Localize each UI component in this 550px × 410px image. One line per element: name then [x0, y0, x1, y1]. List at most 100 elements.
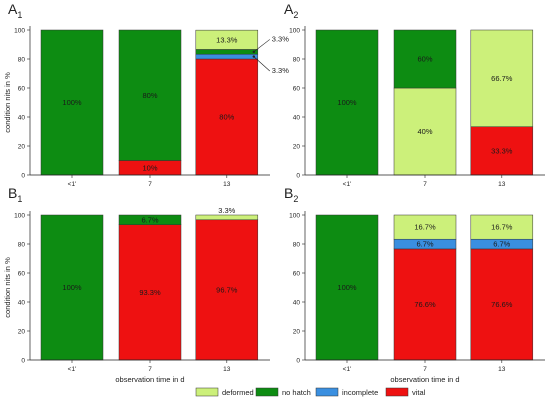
panel-label: A2	[284, 1, 298, 20]
x-tick-label: <1'	[343, 181, 352, 188]
bar-segment-no-hatch	[40, 214, 104, 361]
legend-label: vital	[412, 388, 426, 397]
panel-letter: B	[8, 185, 17, 201]
data-label: 96.7%	[216, 285, 238, 294]
data-label: 13.3%	[216, 35, 238, 44]
bar-segment-no-hatch	[40, 29, 104, 176]
y-axis-label: condition nits in %	[3, 72, 12, 133]
bar-segment-no-hatch	[315, 214, 379, 361]
data-label: 6.7%	[493, 240, 510, 249]
data-label: 16.7%	[414, 223, 436, 232]
legend-swatch-vital	[385, 387, 409, 397]
y-tick-label: 60	[293, 271, 301, 278]
data-label: 80%	[219, 113, 234, 122]
x-tick-label: 7	[423, 181, 427, 188]
legend-swatch-incomplete	[315, 387, 339, 397]
y-tick-label: 20	[293, 144, 301, 151]
data-label: 80%	[142, 91, 157, 100]
y-axis-label: condition nits in %	[3, 257, 12, 318]
chart-panel-b1: B1 0 20 40 60 80 100 condition nits in % observa…	[3, 185, 270, 384]
data-label: 76.6%	[414, 300, 436, 309]
panel-letter: A	[8, 1, 18, 17]
bar-segment-no-hatch	[315, 29, 379, 176]
x-tick-label: 7	[148, 366, 152, 373]
bar-segment-vital	[470, 126, 534, 176]
x-tick-label: 13	[498, 366, 506, 373]
y-tick-label: 60	[18, 86, 26, 93]
x-tick-label: <1'	[68, 366, 77, 373]
data-label: 100%	[62, 283, 82, 292]
bar-segment-deformed	[470, 214, 534, 240]
panel-subscript: 1	[17, 10, 22, 20]
bar-segment-no-hatch	[118, 29, 182, 161]
bar-segment-deformed	[393, 214, 457, 240]
data-label: 10%	[142, 163, 157, 172]
bar-segment-deformed	[470, 29, 534, 127]
callout-label: 3.3%	[272, 66, 289, 75]
panel-letter: B	[284, 185, 293, 201]
panel-letter: A	[284, 1, 294, 17]
data-label: 93.3%	[139, 288, 161, 297]
bar-segment-vital	[393, 248, 457, 361]
panel-subscript: 2	[293, 194, 298, 204]
legend: deformed no hatch incomplete vital	[195, 387, 426, 397]
y-tick-label: 80	[18, 57, 26, 64]
legend-swatch-deformed	[195, 387, 219, 397]
y-tick-label: 60	[18, 271, 26, 278]
y-tick-label: 40	[18, 300, 26, 307]
panel-label: B1	[8, 185, 22, 204]
bar-segment-vital	[470, 248, 534, 361]
data-label: 100%	[337, 283, 357, 292]
y-tick-label: 80	[293, 242, 301, 249]
y-tick-label: 20	[18, 329, 26, 336]
y-tick-label: 0	[21, 358, 25, 365]
data-label: 100%	[337, 98, 357, 107]
data-label: 6.7%	[416, 240, 433, 249]
callout-line	[253, 56, 271, 72]
panel-subscript: 2	[293, 10, 298, 20]
legend-label: incomplete	[342, 388, 378, 397]
data-label: 16.7%	[491, 223, 513, 232]
y-tick-label: 40	[293, 115, 301, 122]
bar-segment-deformed	[195, 29, 259, 50]
y-tick-label: 0	[296, 173, 300, 180]
y-tick-label: 20	[293, 329, 301, 336]
y-tick-label: 0	[21, 173, 25, 180]
data-label: 76.6%	[491, 300, 513, 309]
callout-label: 3.3%	[272, 34, 289, 43]
x-tick-label: 13	[498, 181, 506, 188]
y-tick-label: 20	[18, 144, 26, 151]
callout-point	[252, 55, 255, 58]
data-label: 3.3%	[218, 206, 235, 215]
chart-panel-a1: A1 0 20 40 60 80 100 condition nits in % <1' 7 13 1…	[3, 1, 289, 188]
x-tick-label: 7	[423, 366, 427, 373]
x-tick-label: <1'	[343, 366, 352, 373]
bar-segment-vital	[195, 219, 259, 361]
panel-label: B2	[284, 185, 298, 204]
panel-label: A1	[8, 1, 22, 20]
bar-segment-deformed	[393, 87, 457, 176]
data-label: 33.3%	[491, 146, 513, 155]
y-tick-label: 100	[289, 28, 300, 35]
x-tick-label: 13	[223, 366, 231, 373]
bar-segment-incomplete	[195, 53, 259, 60]
x-axis-label: observation time in d	[115, 375, 184, 384]
data-label: 40%	[417, 127, 432, 136]
data-label: 66.7%	[491, 74, 513, 83]
data-label: 6.7%	[141, 215, 158, 224]
x-tick-label: <1'	[68, 181, 77, 188]
y-tick-label: 80	[18, 242, 26, 249]
data-label: 100%	[62, 98, 82, 107]
y-tick-label: 60	[293, 86, 301, 93]
panel-subscript: 1	[17, 194, 22, 204]
y-tick-label: 40	[293, 300, 301, 307]
y-tick-label: 0	[296, 358, 300, 365]
y-tick-label: 100	[14, 213, 25, 220]
bar-segment-vital	[195, 58, 259, 176]
data-label: 60%	[417, 55, 432, 64]
x-tick-label: 13	[223, 181, 231, 188]
legend-label: deformed	[222, 388, 254, 397]
